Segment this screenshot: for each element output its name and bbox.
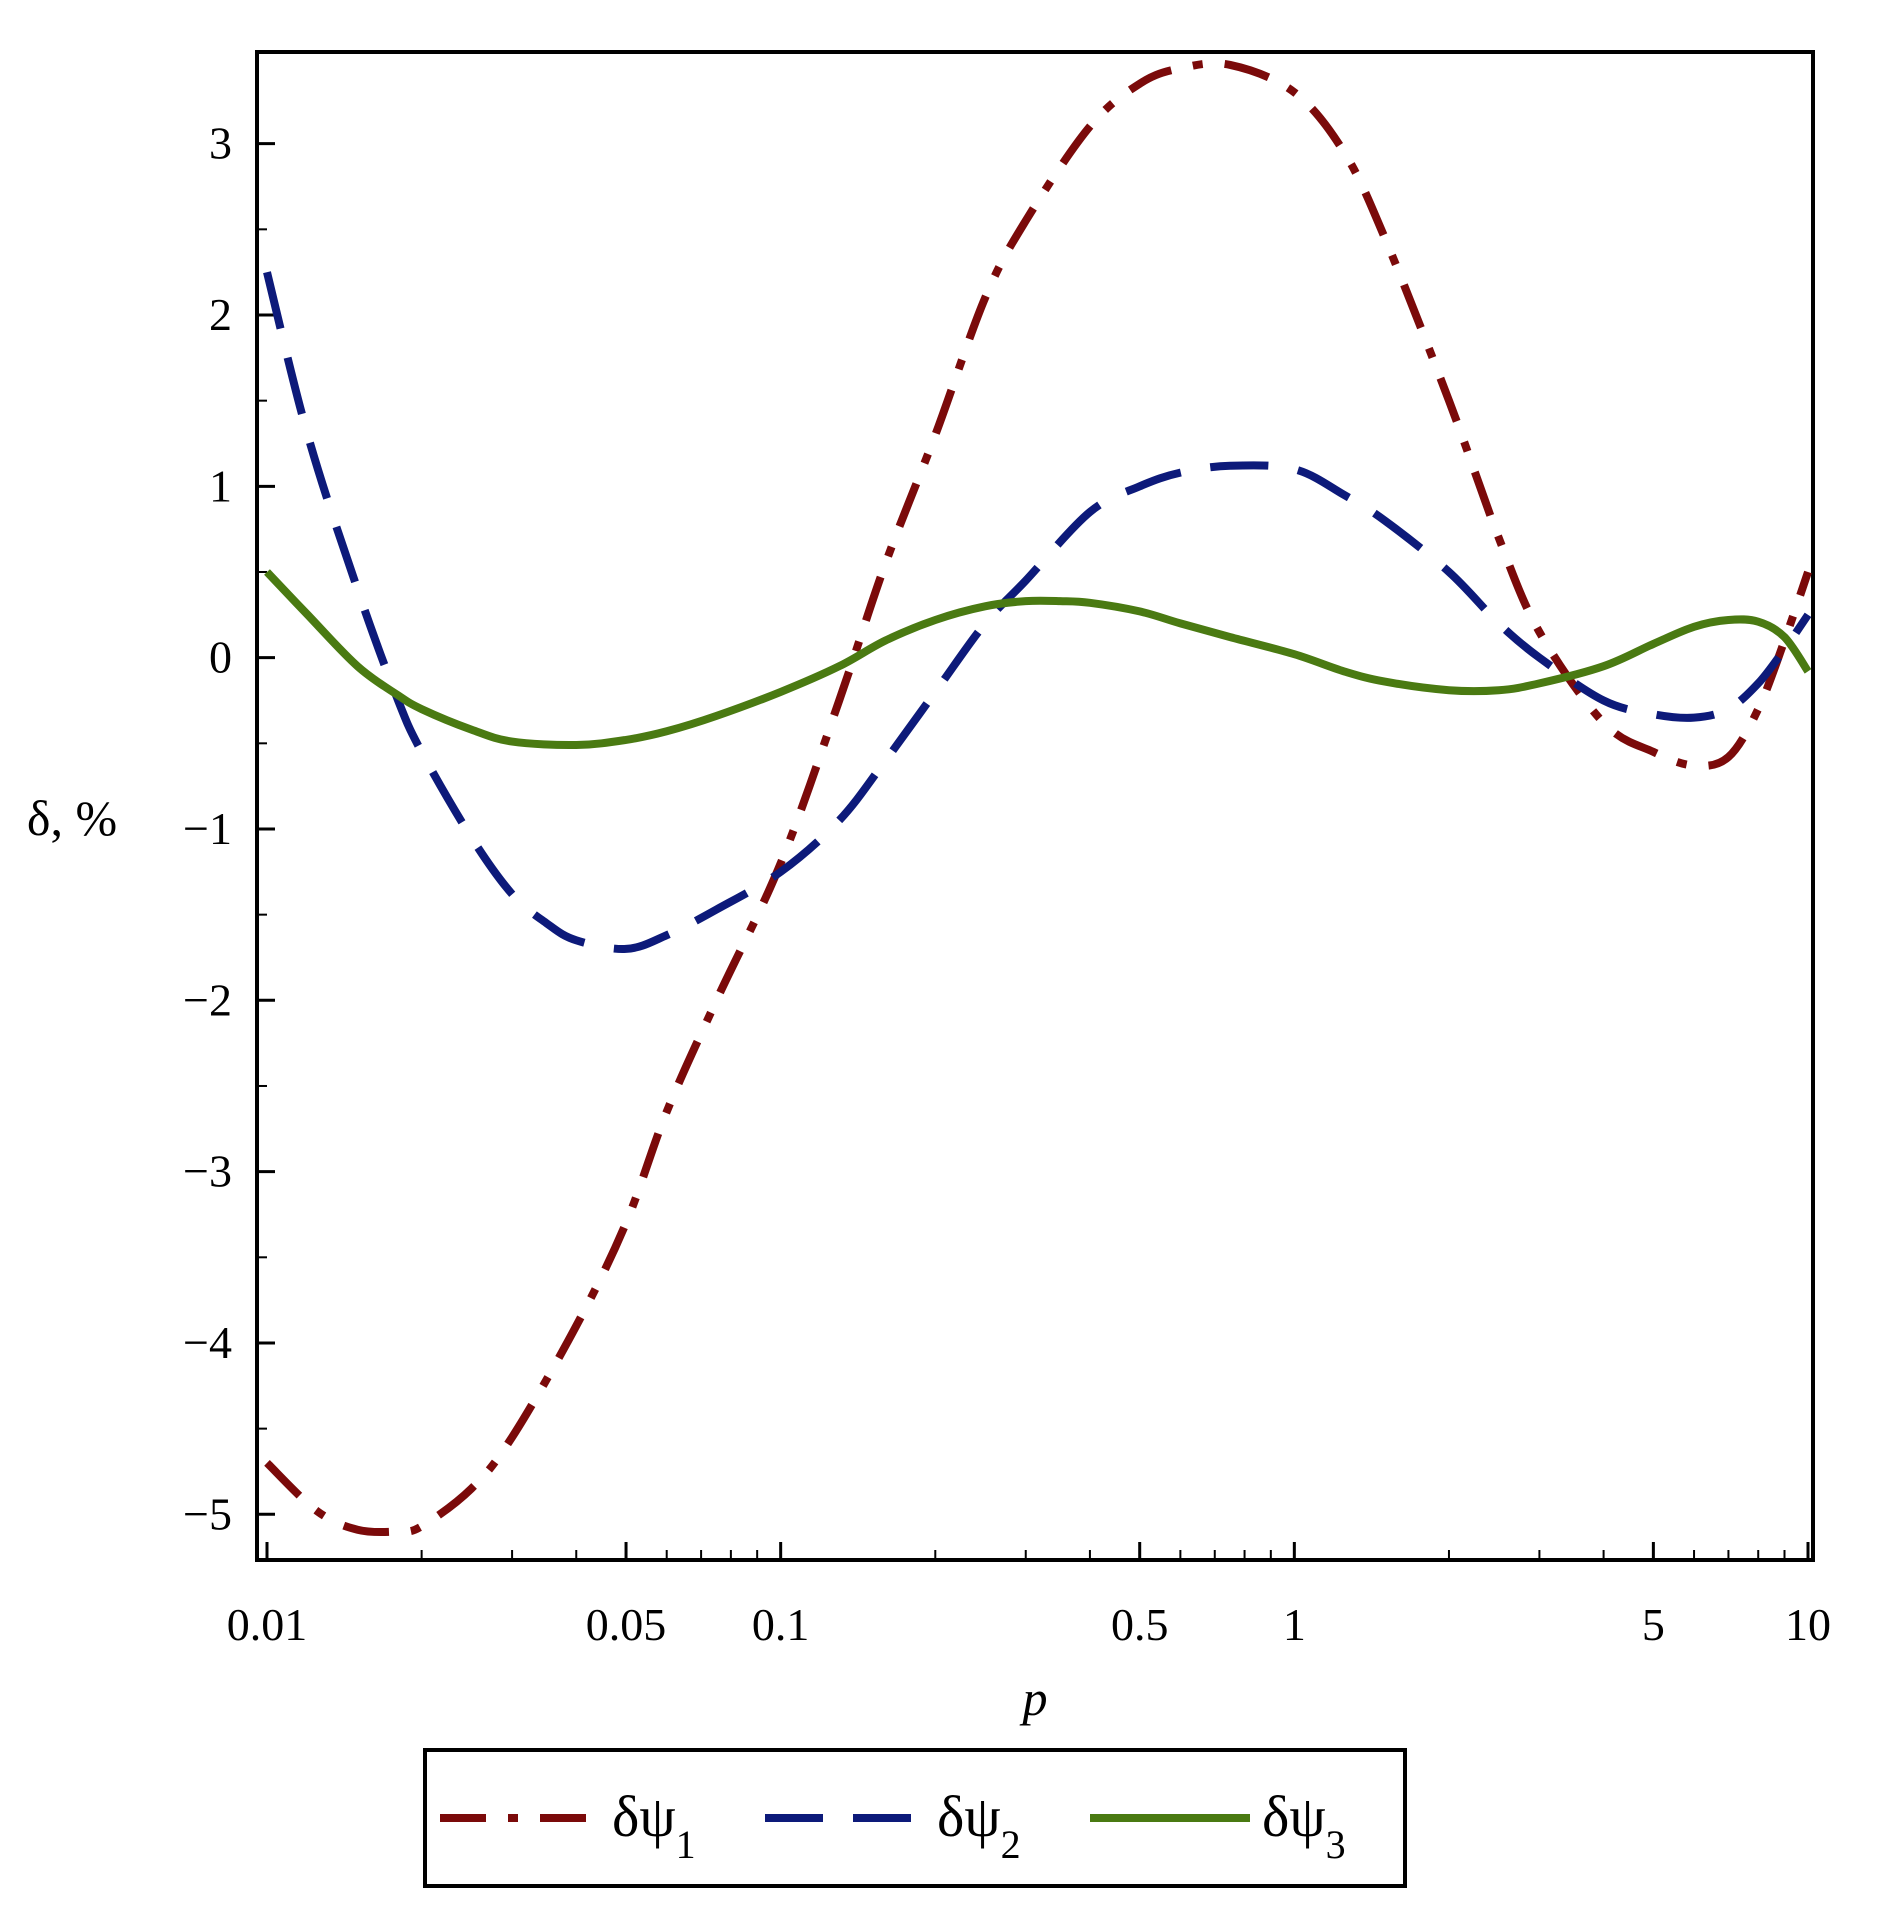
y-axis-label: δ, % xyxy=(27,790,117,846)
y-tick-label: 3 xyxy=(209,118,232,169)
y-tick-label: −4 xyxy=(183,1317,232,1368)
y-tick-label: 2 xyxy=(209,289,232,340)
plot-frame xyxy=(255,50,1815,1562)
y-ticks: 3 2 1 0 −1 −2 −3 −4 −5 xyxy=(183,118,275,1539)
x-axis-label: p xyxy=(1020,1670,1048,1726)
x-tick-label: 0.05 xyxy=(586,1599,667,1650)
series-line-3 xyxy=(264,569,1812,750)
x-tick-label: 0.5 xyxy=(1111,1599,1169,1650)
x-ticks: 0.01 0.05 0.1 0.5 1 5 10 xyxy=(227,1542,1831,1650)
y-tick-label: 0 xyxy=(209,632,232,683)
legend: δψ1 δψ2 δψ3 xyxy=(423,1748,1407,1888)
series-lines xyxy=(263,59,1812,1537)
x-tick-label: 5 xyxy=(1642,1599,1665,1650)
x-tick-label: 1 xyxy=(1283,1599,1306,1650)
x-tick-label: 0.01 xyxy=(227,1599,308,1650)
x-tick-label: 0.1 xyxy=(752,1599,810,1650)
y-tick-label: −5 xyxy=(183,1488,232,1539)
legend-label-2: δψ2 xyxy=(937,1784,1021,1867)
legend-label-1: δψ1 xyxy=(612,1784,696,1867)
legend-label-3: δψ3 xyxy=(1262,1784,1346,1867)
y-tick-label: 1 xyxy=(209,460,232,511)
y-tick-label: −3 xyxy=(183,1146,232,1197)
series-line-1 xyxy=(264,59,1812,1537)
y-tick-label: −1 xyxy=(183,803,232,854)
series-line-2 xyxy=(263,271,1812,953)
y-tick-label: −2 xyxy=(183,974,232,1025)
x-tick-label: 10 xyxy=(1785,1599,1831,1650)
